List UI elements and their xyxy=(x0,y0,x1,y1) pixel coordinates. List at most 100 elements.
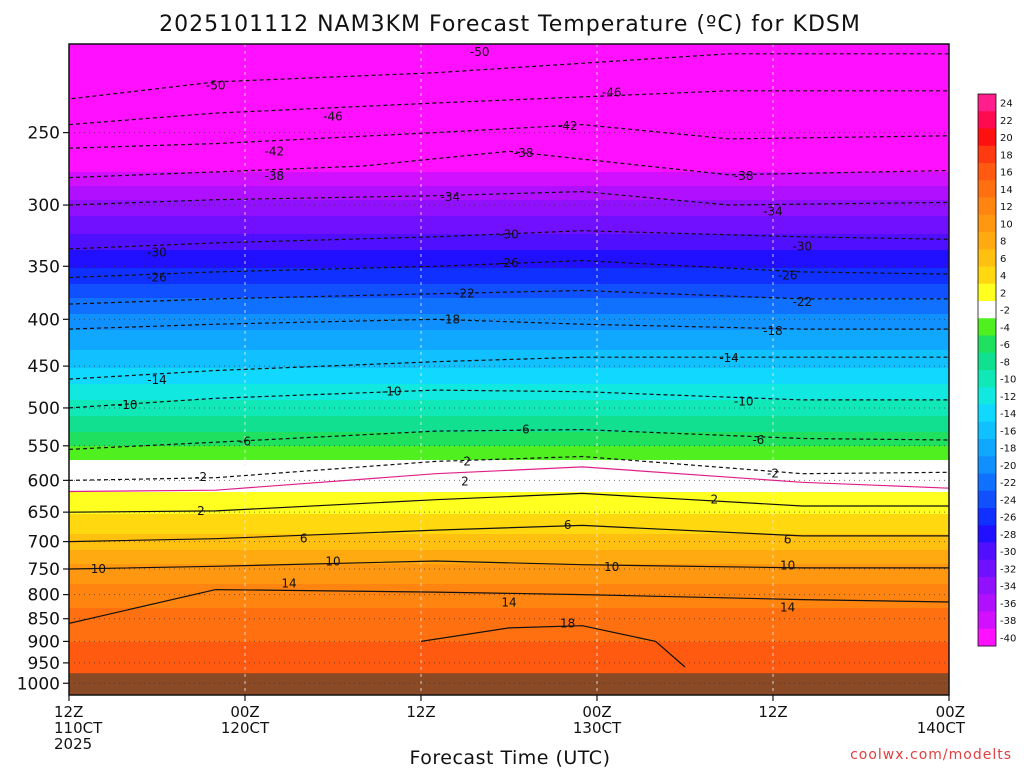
temperature-band xyxy=(69,80,949,83)
temperature-band xyxy=(69,296,949,299)
temperature-band xyxy=(69,158,949,161)
colorbar-label: 12 xyxy=(1000,202,1013,213)
contour-lines: -50 -50 -46 -46 -42 -42 -38 -38 -38 -34 -34 -30 -30 -… xyxy=(69,45,949,668)
temperature-band xyxy=(69,352,949,355)
contour-label: -30 xyxy=(499,227,519,241)
contour-label: -38 xyxy=(734,169,754,183)
contour-line xyxy=(69,190,949,206)
y-tick-label: 850 xyxy=(28,610,60,630)
temperature-band xyxy=(69,672,949,675)
colorbar-swatch xyxy=(978,404,996,423)
temperature-band xyxy=(69,632,949,635)
contour-label: 10 xyxy=(91,562,106,576)
temperature-band xyxy=(69,182,949,185)
temperature-band xyxy=(69,542,949,545)
temperature-band xyxy=(69,408,949,411)
contour-label: -6 xyxy=(239,434,251,448)
temperature-band xyxy=(69,66,949,69)
temperature-band xyxy=(69,90,949,93)
temperature-band xyxy=(69,502,949,505)
temperature-band xyxy=(69,236,949,239)
x-tick-label: 130CT xyxy=(573,719,622,737)
temperature-band xyxy=(69,602,949,605)
colorbar-swatch xyxy=(978,525,996,543)
colorbar-label: -12 xyxy=(1000,392,1016,403)
temperature-band xyxy=(69,340,949,343)
temperature-band xyxy=(69,68,949,71)
colorbar-label: -22 xyxy=(1000,478,1016,489)
temperature-band xyxy=(69,358,949,361)
temperature-band xyxy=(69,120,949,123)
temperature-band xyxy=(69,482,949,485)
temperature-band xyxy=(69,102,949,105)
contour-label: -22 xyxy=(455,287,475,301)
temperature-band xyxy=(69,382,949,385)
contour-line xyxy=(69,318,949,330)
colorbar-label: 22 xyxy=(1000,116,1013,127)
temperature-band xyxy=(69,576,949,579)
temperature-band xyxy=(69,154,949,157)
temperature-band xyxy=(69,388,949,391)
temperature-band xyxy=(69,444,949,447)
temperature-band xyxy=(69,188,949,191)
temperature-band xyxy=(69,620,949,623)
temperature-band xyxy=(69,392,949,395)
colorbar-label: -14 xyxy=(1000,409,1016,420)
temperature-band xyxy=(69,238,949,241)
temperature-band xyxy=(69,664,949,667)
colorbar-swatch xyxy=(978,283,996,302)
temperature-band xyxy=(69,272,949,275)
temperature-band xyxy=(69,222,949,225)
temperature-band xyxy=(69,328,949,331)
x-tick-label: 120CT xyxy=(221,719,270,737)
colorbar-label: -30 xyxy=(1000,547,1016,558)
temperature-band xyxy=(69,232,949,235)
temperature-band xyxy=(69,434,949,437)
contour-label: -38 xyxy=(265,169,285,183)
y-tick-label: 500 xyxy=(28,399,60,419)
temperature-band xyxy=(69,290,949,293)
temperature-band xyxy=(69,288,949,291)
temperature-band xyxy=(69,600,949,603)
contour-line xyxy=(69,428,949,450)
temperature-band xyxy=(69,634,949,637)
temperature-band xyxy=(69,508,949,511)
y-tick-label: 350 xyxy=(28,257,60,277)
x-tick-label: 140CT xyxy=(917,719,966,737)
colorbar-label: -26 xyxy=(1000,513,1016,524)
temperature-band xyxy=(69,380,949,383)
temperature-band xyxy=(69,452,949,455)
temperature-band xyxy=(69,324,949,327)
temperature-band xyxy=(69,490,949,493)
temperature-band xyxy=(69,86,949,89)
colorbar-swatch xyxy=(978,421,996,440)
contour-label: 6 xyxy=(784,532,792,546)
temperature-band xyxy=(69,626,949,629)
temperature-band xyxy=(69,654,949,657)
colorbar-swatch xyxy=(978,232,996,250)
temperature-band xyxy=(69,638,949,641)
temperature-band xyxy=(69,108,949,111)
temperature-band xyxy=(69,360,949,363)
y-tick-label: 800 xyxy=(28,586,60,606)
temperature-band xyxy=(69,224,949,227)
temperature-band xyxy=(69,596,949,599)
temperature-band xyxy=(69,390,949,393)
colorbar-swatch xyxy=(978,318,996,336)
contour-line xyxy=(69,524,949,543)
temperature-band xyxy=(69,226,949,229)
temperature-band xyxy=(69,622,949,625)
colorbar-swatch xyxy=(978,370,996,388)
temperature-band xyxy=(69,666,949,669)
colorbar-swatch xyxy=(978,335,996,354)
temperature-band xyxy=(69,62,949,65)
temperature-band xyxy=(69,400,949,403)
temperature-band xyxy=(69,310,949,313)
temperature-band xyxy=(69,544,949,547)
temperature-band xyxy=(69,472,949,475)
temperature-band xyxy=(69,112,949,115)
credit-text: coolwx.com/modelts xyxy=(850,747,1012,763)
temperature-band xyxy=(69,250,949,253)
temperature-band xyxy=(69,306,949,309)
